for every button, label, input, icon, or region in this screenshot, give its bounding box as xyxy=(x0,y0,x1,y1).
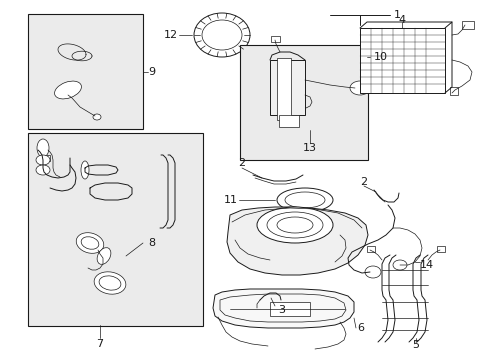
Ellipse shape xyxy=(93,114,101,120)
Ellipse shape xyxy=(36,165,50,175)
Text: 11: 11 xyxy=(224,195,238,205)
Ellipse shape xyxy=(349,81,369,95)
Ellipse shape xyxy=(266,212,323,238)
Text: 9: 9 xyxy=(148,67,155,77)
Ellipse shape xyxy=(276,188,332,212)
Bar xyxy=(240,45,367,160)
Ellipse shape xyxy=(37,139,49,157)
Bar xyxy=(449,87,457,95)
Ellipse shape xyxy=(285,192,325,208)
Text: 1: 1 xyxy=(393,10,400,20)
Bar xyxy=(436,246,444,252)
Bar xyxy=(366,246,374,252)
Ellipse shape xyxy=(392,260,406,270)
Text: 6: 6 xyxy=(356,323,363,333)
Ellipse shape xyxy=(76,233,103,253)
Text: 3: 3 xyxy=(278,305,285,315)
Bar xyxy=(269,302,309,316)
Text: 10: 10 xyxy=(373,52,387,62)
Bar xyxy=(269,60,305,115)
Bar xyxy=(28,14,142,129)
Ellipse shape xyxy=(36,155,50,165)
Text: 14: 14 xyxy=(419,260,433,270)
Bar xyxy=(461,21,473,29)
Ellipse shape xyxy=(94,272,125,294)
Polygon shape xyxy=(226,207,367,275)
Text: 12: 12 xyxy=(163,30,178,40)
Bar xyxy=(359,28,444,93)
Bar xyxy=(28,133,203,326)
Bar xyxy=(42,155,50,161)
Ellipse shape xyxy=(81,161,89,179)
Text: 2: 2 xyxy=(238,158,245,168)
Ellipse shape xyxy=(97,248,111,264)
Text: 4: 4 xyxy=(398,15,405,25)
Text: 5: 5 xyxy=(412,340,419,350)
Polygon shape xyxy=(213,289,353,328)
Ellipse shape xyxy=(81,237,99,249)
Ellipse shape xyxy=(194,13,249,57)
Text: 7: 7 xyxy=(96,339,103,349)
Ellipse shape xyxy=(55,81,81,99)
Bar xyxy=(276,58,290,120)
Bar xyxy=(270,36,280,42)
Text: 2: 2 xyxy=(360,177,367,187)
Ellipse shape xyxy=(99,276,121,290)
Bar xyxy=(279,115,298,127)
Ellipse shape xyxy=(364,266,380,278)
Ellipse shape xyxy=(202,20,242,50)
Text: 13: 13 xyxy=(303,143,316,153)
Text: 8: 8 xyxy=(148,238,155,248)
Ellipse shape xyxy=(276,217,312,233)
Ellipse shape xyxy=(257,207,332,243)
